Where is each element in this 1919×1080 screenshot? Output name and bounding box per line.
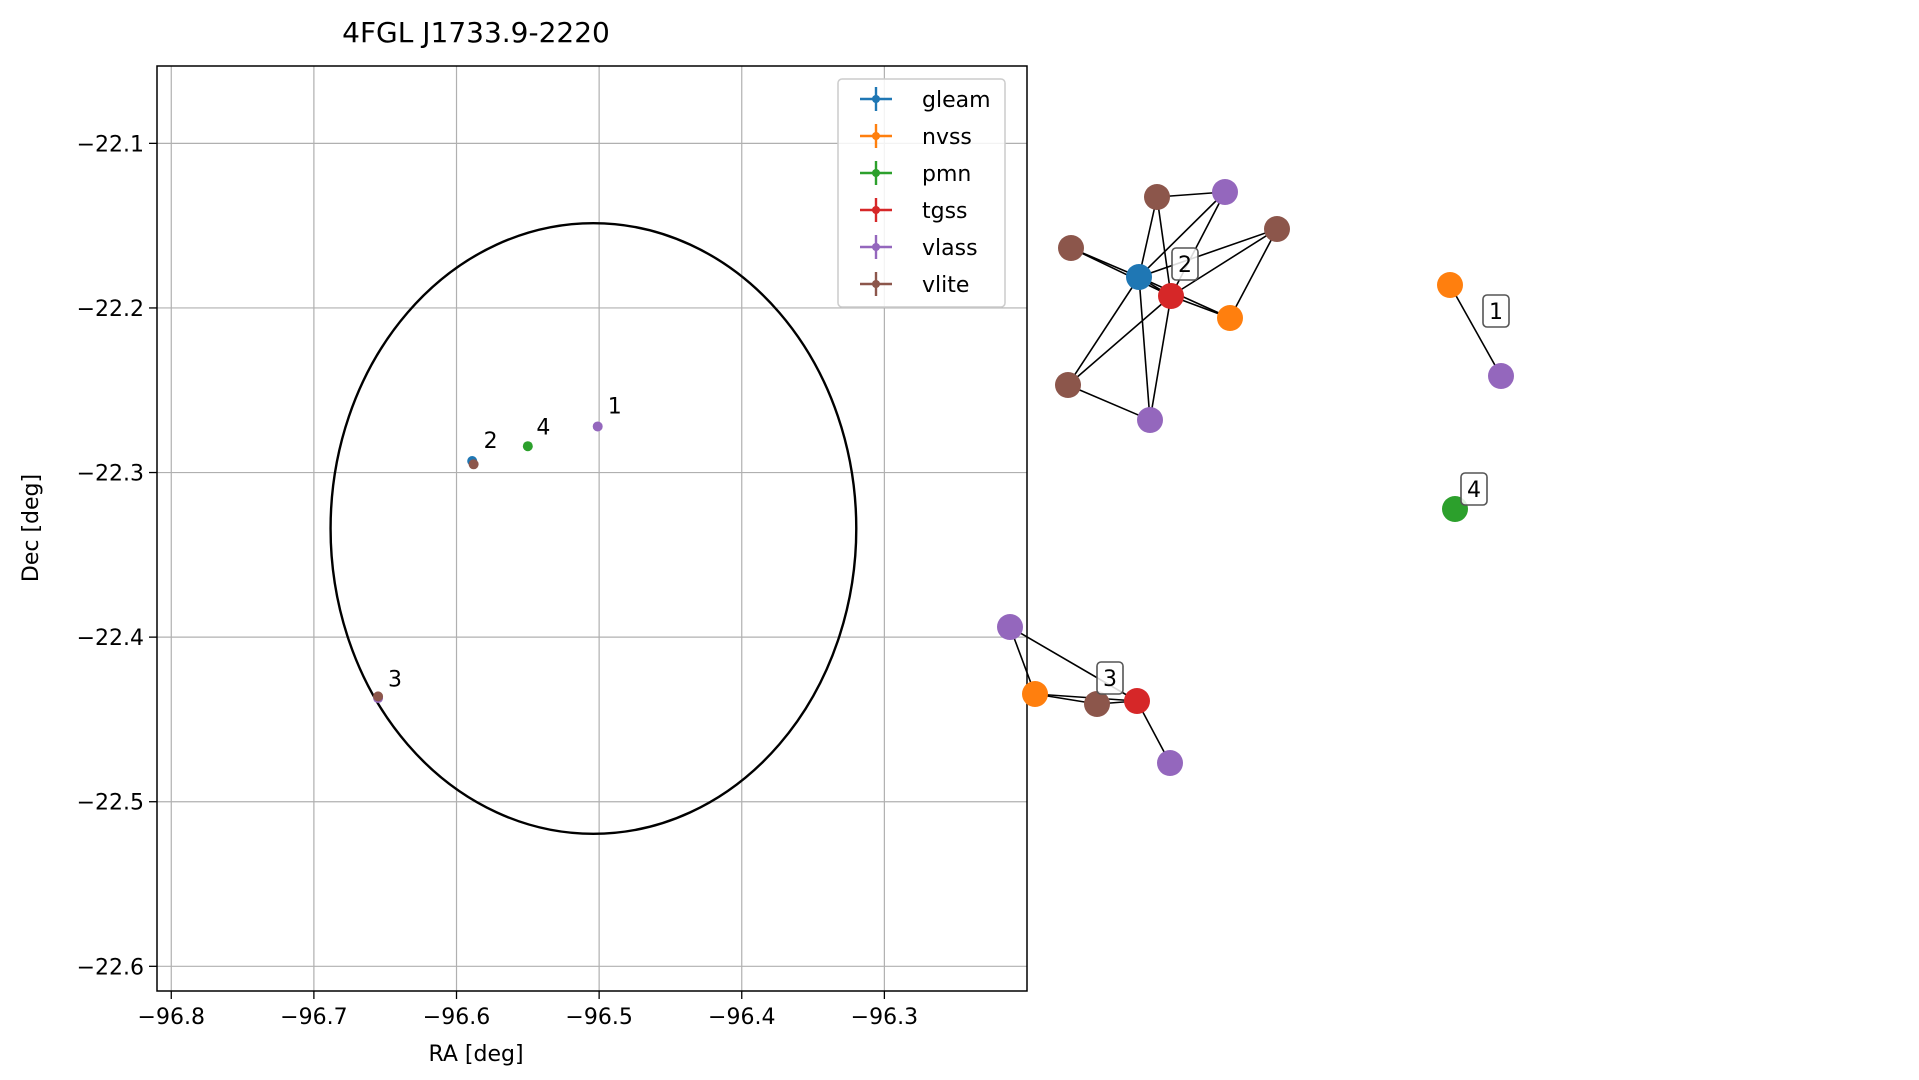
node-vlite <box>1058 235 1084 261</box>
node-vlass <box>1137 407 1163 433</box>
graph-edge <box>1149 295 1172 421</box>
y-tick-label: −22.3 <box>77 462 144 487</box>
legend-entry-vlite: vlite <box>860 272 969 298</box>
legend-label: pmn <box>922 162 971 187</box>
x-tick-label: −96.5 <box>565 1005 632 1030</box>
y-tick-label: −22.1 <box>77 132 144 157</box>
x-tick-label: −96.4 <box>708 1005 775 1030</box>
legend-marker-dot <box>872 280 880 288</box>
graph-label-box <box>1171 247 1199 281</box>
graph-edge <box>1229 228 1278 319</box>
legend-marker-dot <box>872 132 880 140</box>
node-vlass <box>1157 750 1183 776</box>
graph-label-box <box>1482 294 1510 328</box>
legend-marker-dot <box>872 206 880 214</box>
legend-entries: gleam nvss pmn tgss vlass vlite <box>860 87 991 298</box>
graph-label-text: 2 <box>1178 253 1192 278</box>
x-ticks: −96.8 −96.7 −96.6 −96.5 −96.4 −96.3 <box>138 991 918 1030</box>
legend-label: nvss <box>922 125 972 150</box>
group-label: 3 <box>388 668 402 693</box>
node-vlite <box>1264 216 1290 242</box>
legend-marker-dot <box>872 243 880 251</box>
node-nvss <box>1022 681 1048 707</box>
x-tick-label: −96.7 <box>280 1005 347 1030</box>
legend-marker-dot <box>872 169 880 177</box>
point-vlite <box>373 691 384 702</box>
y-tick-label: −22.6 <box>77 955 144 980</box>
graph-edge <box>1067 276 1140 386</box>
group-labels: 1 2 3 4 <box>388 394 622 692</box>
legend-entry-nvss: nvss <box>860 124 972 150</box>
graph-edge <box>1138 276 1151 421</box>
plot-frame <box>156 65 1028 992</box>
graph-label: 4 <box>1460 472 1488 506</box>
point-pmn <box>522 441 533 452</box>
graph-label: 3 <box>1096 661 1124 695</box>
legend-entry-vlass: vlass <box>860 235 978 261</box>
graph-label-box <box>1460 472 1488 506</box>
graph-label-text: 3 <box>1103 667 1117 692</box>
node-nvss <box>1437 272 1463 298</box>
graph-nodes <box>997 179 1514 776</box>
y-ticks: −22.1 −22.2 −22.3 −22.4 −22.5 −22.6 <box>77 132 157 980</box>
graph-labels: 1 2 3 4 <box>1096 247 1510 695</box>
graph-edges <box>1009 191 1502 764</box>
graph-edge <box>1449 284 1502 377</box>
legend-label: vlite <box>922 273 969 298</box>
graph-edge <box>1138 276 1231 319</box>
x-axis-label: RA [deg] <box>428 1042 523 1067</box>
node-vlass <box>997 614 1023 640</box>
y-tick-label: −22.2 <box>77 297 144 322</box>
point-vlass <box>592 421 603 432</box>
node-vlass <box>1488 363 1514 389</box>
graph-edge <box>1170 228 1278 297</box>
group-label: 4 <box>536 416 550 441</box>
legend-marker-dot <box>872 95 880 103</box>
node-gleam <box>1126 264 1152 290</box>
graph-label-text: 4 <box>1467 478 1481 503</box>
network-graph: 1 2 3 4 <box>997 179 1514 776</box>
node-vlite <box>1144 184 1170 210</box>
graph-edge <box>1070 247 1172 297</box>
legend-entry-gleam: gleam <box>860 87 991 113</box>
point-vlite <box>468 459 479 470</box>
node-nvss <box>1217 305 1243 331</box>
node-vlass <box>1212 179 1238 205</box>
legend-entry-pmn: pmn <box>860 161 971 187</box>
node-vlite <box>1084 691 1110 717</box>
node-tgss <box>1158 283 1184 309</box>
graph-edge <box>1156 196 1172 297</box>
y-axis-label: Dec [deg] <box>19 474 44 582</box>
graph-label: 2 <box>1171 247 1199 281</box>
legend-label: vlass <box>922 236 978 261</box>
graph-edge <box>1138 228 1278 278</box>
graph-edge <box>1067 384 1151 421</box>
x-tick-label: −96.6 <box>423 1005 490 1030</box>
graph-edge <box>1067 295 1172 386</box>
graph-edge <box>1138 196 1158 278</box>
legend-label: tgss <box>922 199 968 224</box>
graph-label-box <box>1096 661 1124 695</box>
y-tick-label: −22.4 <box>77 626 144 651</box>
legend-entry-tgss: tgss <box>860 198 968 224</box>
confidence-ellipse <box>329 221 858 836</box>
graph-label: 1 <box>1482 294 1510 328</box>
graph-edge <box>1138 191 1226 278</box>
source-points <box>373 421 603 704</box>
y-tick-label: −22.5 <box>77 791 144 816</box>
legend: gleam nvss pmn tgss vlass vlite <box>837 78 1006 308</box>
legend-label: gleam <box>922 88 991 113</box>
x-tick-label: −96.3 <box>851 1005 918 1030</box>
group-label: 1 <box>608 394 622 419</box>
group-label: 2 <box>484 429 498 454</box>
node-tgss <box>1124 688 1150 714</box>
x-tick-label: −96.8 <box>138 1005 205 1030</box>
node-vlite <box>1055 372 1081 398</box>
chart-title: 4FGL J1733.9-2220 <box>342 16 610 49</box>
graph-label-text: 1 <box>1489 300 1503 325</box>
